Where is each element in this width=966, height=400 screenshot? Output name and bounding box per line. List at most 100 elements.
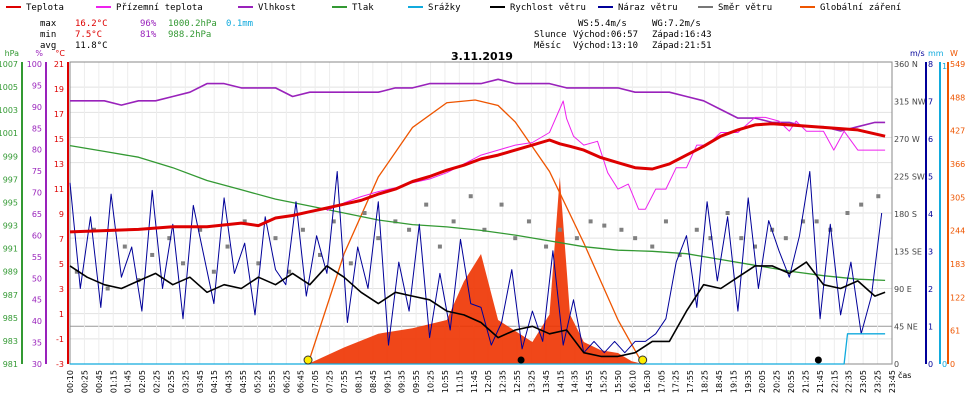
axis-unit-hum: % — [35, 49, 43, 58]
axis-tick-rad: 0 — [950, 360, 955, 369]
series-wind-direction-point — [557, 227, 562, 232]
legend-item: Rychlost větru — [490, 3, 586, 13]
series-wind-direction-point — [468, 194, 473, 199]
axis-tick-temp: 1 — [59, 310, 64, 319]
x-tick-label: 07:25 — [326, 370, 335, 393]
axis-tick-press: 983 — [3, 337, 18, 346]
info-moon-label: Měsíc — [534, 41, 561, 51]
x-tick-label: 21:25 — [801, 370, 810, 393]
axis-tick-wind: 8 — [928, 60, 933, 69]
axis-tick-wind: 3 — [928, 248, 933, 257]
axis-unit-wind: m/s — [910, 49, 925, 58]
x-tick-label: 17:25 — [672, 370, 681, 393]
series-wind-direction-point — [331, 219, 336, 224]
x-tick-label: 08:15 — [354, 370, 363, 393]
x-tick-label: 14:55 — [585, 370, 594, 393]
legend-label: Vlhkost — [258, 3, 296, 13]
series-wind-direction-point — [407, 227, 412, 232]
stats-min-press: 988.2hPa — [168, 30, 211, 40]
axis-tick-hum: 35 — [32, 339, 42, 348]
x-tick-label: 07:55 — [340, 370, 349, 393]
x-tick-label: 07:05 — [311, 370, 320, 393]
axis-tick-press: 987 — [3, 291, 18, 300]
info-moonset: Západ:21:51 — [652, 41, 712, 51]
axis-tick-press: 1003 — [0, 106, 18, 115]
axis-tick-hum: 95 — [32, 81, 42, 90]
stats-min-temp: 7.5°C — [75, 30, 102, 40]
series-wind-direction-point — [167, 236, 172, 241]
axis-tick-dir: 90 E — [894, 285, 912, 294]
axis-tick-press: 985 — [3, 314, 18, 323]
axis-tick-rad: 427 — [950, 127, 965, 136]
axis-tick-press: 995 — [3, 198, 18, 207]
x-tick-label: 05:55 — [268, 370, 277, 393]
axis-tick-dir: 270 W — [894, 135, 920, 144]
sunset-marker — [638, 355, 648, 365]
axis-tick-wind: 2 — [928, 285, 933, 294]
x-tick-label: 02:55 — [167, 370, 176, 393]
x-tick-label: 20:25 — [773, 370, 782, 393]
x-tick-label: 16:30 — [643, 370, 652, 393]
x-tick-label: 13:25 — [527, 370, 536, 393]
axis-tick-rad: 183 — [950, 260, 965, 269]
axis-tick-temp: 17 — [54, 110, 64, 119]
stats-min-hum: 81% — [140, 30, 157, 40]
series-wind-direction-point — [122, 244, 127, 249]
x-tick-label: 09:15 — [383, 370, 392, 393]
x-tick-label: 04:35 — [225, 370, 234, 393]
axis-tick-dir: 135 SE — [894, 248, 922, 257]
series-wind-direction-point — [876, 194, 881, 199]
axis-tick-temp: -3 — [56, 360, 64, 369]
series-wind-direction-point — [348, 261, 353, 266]
x-tick-label: 18:45 — [715, 370, 724, 393]
axis-tick-dir: 315 NW — [894, 98, 926, 107]
x-tick-label: 22:15 — [830, 370, 839, 393]
stats-max-temp: 16.2°C — [75, 19, 108, 29]
axis-tick-dir: 45 NE — [894, 323, 918, 332]
series-temperature — [69, 122, 886, 234]
series-wind-direction-point — [663, 219, 668, 224]
x-tick-label: 06:25 — [282, 370, 291, 393]
series-wind-direction-point — [725, 211, 730, 215]
legend-label: Náraz větru — [618, 3, 678, 13]
stats-max-hum: 96% — [140, 19, 157, 29]
x-tick-label: 11:45 — [470, 370, 479, 393]
axis-unit-temp: °C — [55, 49, 65, 58]
x-tick-label: 17:55 — [686, 370, 695, 393]
x-tick-label: 09:35 — [398, 370, 407, 393]
chart-title: 3.11.2019 — [451, 50, 513, 63]
series-wind-direction-point — [273, 236, 278, 241]
legend-item: Srážky — [408, 3, 461, 13]
axis-tick-hum: 55 — [32, 253, 42, 262]
legend-label: Přízemní teplota — [116, 3, 203, 13]
axis-tick-dir: 360 N — [894, 60, 918, 69]
x-tick-label: 15:25 — [600, 370, 609, 393]
series-wind-direction-point — [814, 219, 819, 224]
x-tick-label: 23:05 — [859, 370, 868, 393]
axis-tick-press: 989 — [3, 268, 18, 277]
axis-tick-temp: 7 — [59, 235, 64, 244]
legend-item: Náraz větru — [598, 3, 678, 13]
series-rain — [70, 333, 886, 365]
series-wind-direction-point — [451, 219, 456, 224]
info-sunrise: Východ:06:57 — [573, 30, 638, 40]
series-wind-direction-point — [211, 269, 216, 274]
x-tick-label: 01:15 — [109, 370, 118, 393]
axis-tick-hum: 45 — [32, 296, 42, 305]
x-tick-label: 15:50 — [614, 370, 623, 393]
series-wind-direction-point — [300, 227, 305, 232]
legend-label: Srážky — [428, 3, 461, 13]
axis-tick-press: 999 — [3, 152, 18, 161]
series-wind-direction-point — [574, 236, 579, 241]
legend-label: Směr větru — [718, 3, 772, 13]
series-wind-direction-point — [376, 236, 381, 241]
axis-tick-hum: 90 — [32, 103, 42, 112]
axis-tick-press: 997 — [3, 175, 18, 184]
x-tick-label: 17:05 — [657, 370, 666, 393]
x-tick-label: 00:25 — [80, 370, 89, 393]
axis-tick-rad: 244 — [950, 227, 965, 236]
x-tick-label: 08:45 — [369, 370, 378, 393]
series-wind-direction-point — [318, 252, 323, 257]
series-wind-direction-point — [482, 227, 487, 232]
axis-unit-rain: mm — [928, 49, 944, 58]
